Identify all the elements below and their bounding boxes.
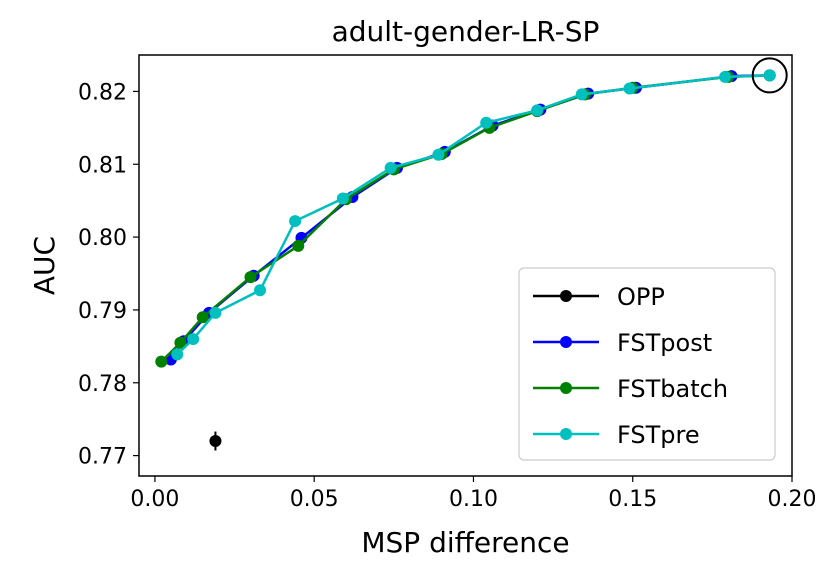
legend-marker (560, 290, 572, 302)
data-point (336, 192, 349, 205)
legend-label: FSTbatch (617, 375, 728, 403)
series-group (155, 69, 776, 451)
plot-area (155, 57, 788, 451)
data-point (575, 88, 588, 101)
series-opp (209, 431, 222, 451)
chart-title: adult-gender-LR-SP (332, 15, 600, 48)
data-point (209, 435, 222, 448)
y-tick-label: 0.77 (78, 445, 127, 470)
data-point (719, 70, 732, 83)
data-point (174, 336, 187, 349)
x-axis-title: MSP difference (361, 526, 569, 559)
data-point (384, 161, 397, 174)
y-tick-label: 0.81 (78, 153, 127, 178)
y-axis-title: AUC (28, 236, 61, 295)
legend: OPP FSTpost FSTbatch FSTpre (518, 267, 776, 461)
y-tick-label: 0.82 (78, 80, 127, 105)
legend-marker (560, 382, 572, 394)
legend-label: FSTpre (617, 421, 700, 449)
x-tick-label: 0.20 (768, 487, 817, 512)
data-point (289, 215, 302, 228)
x-tick-label: 0.05 (290, 487, 339, 512)
data-point (209, 306, 222, 319)
x-tick-label: 0.00 (130, 487, 179, 512)
data-point (155, 355, 168, 368)
data-point (292, 239, 305, 252)
highlight-ring (751, 57, 788, 94)
y-tick-label: 0.80 (78, 226, 127, 251)
series-line (176, 74, 770, 356)
data-point (623, 82, 636, 95)
data-point (254, 284, 267, 297)
data-point (480, 116, 493, 129)
legend-marker (560, 428, 572, 440)
data-point (244, 271, 257, 284)
x-tick-label: 0.15 (608, 487, 657, 512)
legend-label: OPP (617, 283, 665, 311)
series-fstpre (171, 69, 776, 361)
axes-frame (138, 54, 793, 477)
legend-marker (560, 336, 572, 348)
legend-label: FSTpost (617, 329, 712, 357)
axes: 0.00 0.05 0.10 0.15 0.20 0.77 0.78 0.79 0.80 0.81… (78, 54, 817, 512)
data-point (196, 311, 209, 324)
data-point (187, 333, 200, 346)
data-point (171, 348, 184, 361)
y-tick-label: 0.78 (78, 372, 127, 397)
data-point (531, 104, 544, 117)
legend-box (518, 267, 776, 461)
y-tick-label: 0.79 (78, 299, 127, 324)
x-tick-label: 0.10 (449, 487, 498, 512)
data-point (763, 69, 776, 82)
data-point (432, 148, 445, 161)
